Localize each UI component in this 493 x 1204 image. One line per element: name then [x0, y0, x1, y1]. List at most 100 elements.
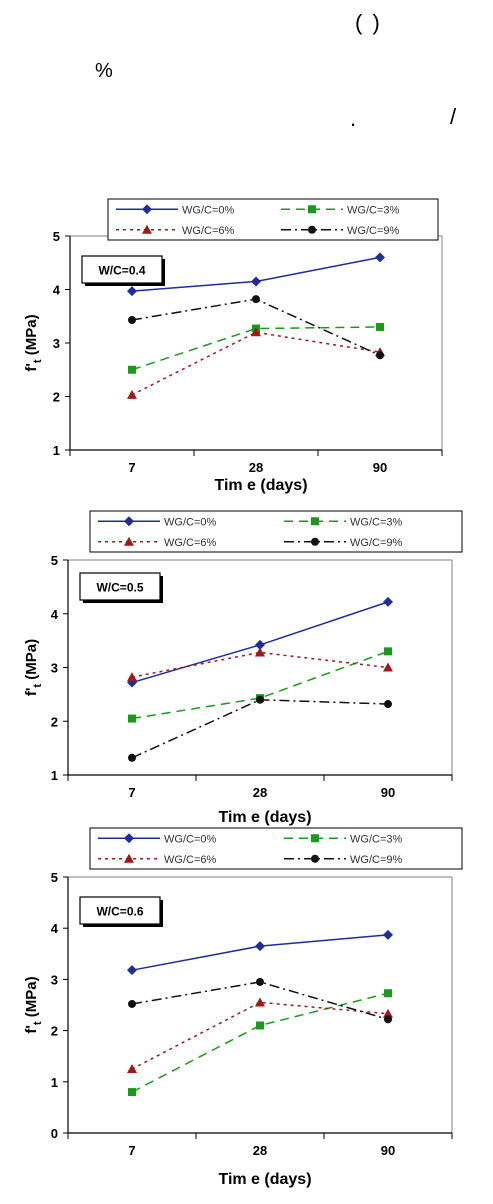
data-point: [128, 365, 136, 374]
legend-marker: [311, 517, 319, 526]
data-point: [127, 672, 137, 682]
chart-wc-04: 1 2 3 4 5 7 28 90 Tim e (days) f't (MPa) W/C=0.4 WG…: [23, 198, 443, 494]
annotation-label: W/C=0.6: [96, 905, 143, 919]
legend-entry: WG/C=6%: [164, 537, 216, 549]
legend-marker: [142, 204, 152, 215]
x-tick-label: 28: [253, 1143, 267, 1158]
series-line: [131, 992, 389, 1093]
data-point: [127, 286, 137, 297]
legend-marker: [124, 516, 134, 527]
legend-marker: [311, 834, 319, 843]
y-tick-label: 3: [51, 972, 58, 987]
data-point: [376, 351, 384, 360]
data-point: [375, 252, 385, 263]
chart-wc-05: 1 2 3 4 5 7 28 90 Tim e (days) f't (MPa) W/C=0.5 WG…: [23, 510, 463, 826]
x-tick-label: 7: [128, 1143, 135, 1158]
legend-marker: [311, 537, 319, 546]
data-point: [383, 662, 393, 672]
text-fragment-percent: %: [95, 60, 113, 82]
y-tick-label: 1: [53, 443, 60, 458]
y-tick-label: 2: [51, 714, 58, 729]
x-axis-label: Tim e (days): [218, 809, 311, 826]
y-tick-label: 4: [53, 283, 61, 298]
y-tick-label: 4: [51, 921, 59, 936]
data-point: [128, 753, 136, 762]
text-fragment-paren: ( ): [355, 10, 382, 35]
y-axis-label: f't (MPa): [23, 639, 44, 696]
data-point: [251, 276, 261, 287]
y-axis-label: f't (MPa): [23, 976, 44, 1033]
x-tick-label: 28: [253, 785, 267, 800]
y-tick-label: 4: [51, 607, 59, 622]
x-tick-label: 90: [373, 460, 387, 475]
legend-box: [89, 510, 463, 553]
legend-entry: WG/C=3%: [347, 204, 399, 216]
y-tick-label: 3: [51, 661, 58, 676]
y-tick-label: 5: [51, 870, 58, 885]
data-point: [256, 695, 264, 704]
legend-marker: [308, 225, 316, 234]
data-point: [384, 1015, 392, 1024]
legend-marker: [311, 854, 319, 863]
legend-box: [89, 827, 463, 870]
x-tick-label: 28: [249, 460, 263, 475]
data-point: [255, 997, 265, 1007]
y-axis-label: f't (MPa): [23, 314, 44, 371]
data-point: [252, 295, 260, 304]
y-tick-label: 2: [51, 1024, 58, 1039]
data-point: [256, 977, 264, 986]
x-axis-label: Tim e (days): [214, 477, 307, 494]
y-tick-label: 5: [51, 553, 58, 568]
legend-entry: WG/C=3%: [350, 516, 402, 528]
chart-wc-06: 0 1 2 3 4 5 7 28 90 Tim e (days) f't (MPa) W/C=0.6 W…: [23, 827, 463, 1188]
legend-entry: WG/C=9%: [350, 537, 402, 549]
legend-entry: WG/C=9%: [350, 854, 402, 866]
legend-entry: WG/C=6%: [164, 854, 216, 866]
text-fragment-slash: /: [450, 104, 457, 129]
data-point: [128, 315, 136, 324]
x-tick-label: 7: [128, 785, 135, 800]
y-tick-label: 0: [51, 1126, 58, 1141]
annotation-box: [79, 896, 161, 925]
text-fragment-dot: .: [350, 106, 357, 131]
data-point: [128, 1088, 136, 1097]
data-point: [384, 989, 392, 998]
legend-entry: WG/C=0%: [182, 204, 234, 216]
data-point: [128, 714, 136, 723]
legend-entry: WG/C=0%: [164, 833, 216, 845]
data-point: [383, 596, 393, 607]
legend-marker: [142, 224, 152, 234]
data-point: [127, 389, 137, 399]
data-point: [384, 647, 392, 656]
data-point: [383, 929, 393, 940]
x-tick-label: 90: [381, 1143, 395, 1158]
y-tick-label: 1: [51, 768, 58, 783]
legend-entry: WG/C=3%: [350, 833, 402, 845]
y-tick-label: 5: [53, 229, 60, 244]
legend-entry: WG/C=9%: [347, 225, 399, 237]
data-point: [128, 999, 136, 1008]
legend-entry: WG/C=0%: [164, 516, 216, 528]
annotation-box: [81, 255, 163, 284]
legend-marker: [308, 205, 316, 214]
x-axis-label: Tim e (days): [218, 1171, 311, 1188]
series-line: [131, 651, 389, 678]
legend-marker: [124, 536, 134, 546]
annotation-label: W/C=0.4: [98, 264, 145, 278]
data-point: [127, 1064, 137, 1073]
data-point: [255, 941, 265, 952]
legend-marker: [124, 833, 134, 844]
data-point: [251, 327, 261, 337]
y-tick-label: 2: [53, 390, 60, 405]
x-tick-label: 90: [381, 785, 395, 800]
y-tick-label: 1: [51, 1075, 58, 1090]
x-tick-label: 7: [128, 460, 135, 475]
annotation-box: [79, 572, 161, 601]
data-point: [255, 647, 265, 657]
data-point: [127, 965, 137, 976]
series-line: [131, 326, 381, 371]
data-point: [384, 700, 392, 709]
data-point: [256, 1021, 264, 1030]
legend-marker: [124, 853, 134, 863]
